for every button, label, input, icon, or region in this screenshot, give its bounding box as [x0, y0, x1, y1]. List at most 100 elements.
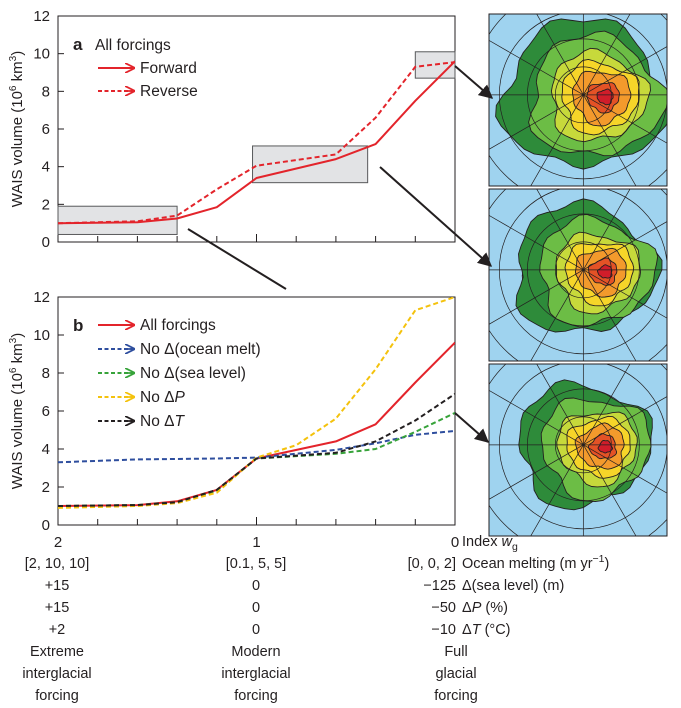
panel-a-y-tick-label: 8 — [42, 83, 50, 100]
panel-b-legend: All forcings No Δ(ocean melt) No Δ(sea lev… — [98, 317, 261, 430]
map-meridian — [583, 396, 667, 446]
map-meridian — [583, 444, 637, 536]
map-frame — [488, 363, 668, 537]
caption-extreme-line-2: interglacial — [22, 666, 91, 682]
map-meridian — [489, 444, 584, 500]
ocean-melting-value-extreme: [2, 10, 10] — [25, 556, 90, 572]
panel-a: 0 2 4 6 8 10 12 WAIS volume (106 km3) a All fo… — [8, 8, 456, 251]
map-meridian — [489, 214, 584, 271]
caption-modern-line-1: Modern — [231, 644, 280, 660]
panel-b-y-tick-label: 8 — [42, 365, 50, 382]
map-elevation-contour — [597, 440, 614, 454]
panel-b-y-tick-label: 2 — [42, 479, 50, 496]
panel-b-series-line-5 — [58, 393, 455, 507]
caption-extreme-line-3: forcing — [35, 688, 79, 704]
map-meridian — [530, 444, 584, 536]
antarctica-maps — [488, 13, 668, 537]
panel-b-legend-label: All forcings — [140, 317, 216, 334]
map-meridian — [536, 14, 584, 96]
panel-b-series — [58, 297, 455, 509]
panel-a-series — [58, 60, 455, 225]
caption-modern-line-3: forcing — [234, 688, 278, 704]
map-meridian — [536, 189, 584, 271]
dt-value-extreme: +2 — [49, 622, 66, 638]
sea-level-value-modern: 0 — [252, 578, 260, 594]
panel-b-y-tick-label: 10 — [33, 327, 50, 344]
panel-b-y-axis-label: WAIS volume (106 km3) — [8, 333, 26, 489]
map-meridian — [489, 389, 584, 446]
arrow-to-map-extreme — [454, 412, 490, 443]
panel-a-y-tick-label: 0 — [42, 234, 50, 251]
ocean-melting-value-glacial: [0, 0, 2] — [408, 556, 456, 572]
caption-glacial-line-3: forcing — [434, 688, 478, 704]
panel-b-legend-label: No Δ(sea level) — [140, 365, 246, 382]
panel-b-x-tick-label: 0 — [451, 534, 459, 551]
connector-line-panel-a-to-b — [187, 228, 287, 290]
map-meridian — [583, 221, 667, 271]
map-extreme-interglacial — [488, 363, 668, 537]
dp-value-glacial: −50 — [431, 600, 456, 616]
map-full-glacial — [488, 13, 668, 187]
panel-a-y-tick-label: 10 — [33, 46, 50, 63]
map-meridian — [536, 364, 584, 446]
map-meridian — [583, 269, 637, 361]
panel-a-y-tick-label: 2 — [42, 196, 50, 213]
panel-a-legend-title: All forcings — [95, 37, 171, 54]
row-label-index: Index wg — [462, 534, 518, 553]
panel-a-y-tick-label: 6 — [42, 121, 50, 138]
map-meridian — [530, 269, 584, 361]
map-meridian — [583, 46, 667, 96]
panel-b-y-tick-label: 12 — [33, 289, 50, 306]
map-modern — [488, 188, 668, 362]
caption-extreme-line-1: Extreme — [30, 644, 84, 660]
ocean-melting-value-modern: [0.1, 5, 5] — [226, 556, 286, 572]
panel-a-label: a — [73, 35, 83, 54]
map-frame — [488, 188, 668, 362]
panel-b-y-ticks: 0 2 4 6 8 10 12 — [33, 289, 64, 534]
x-conditions-table: [2, 10, 10] +15 +15 +2 Extreme interglac… — [22, 534, 609, 704]
panel-b-series-line-2 — [58, 429, 455, 464]
panel-a-legend-label: Forward — [140, 60, 197, 77]
map-meridian — [489, 94, 584, 150]
map-meridian — [583, 189, 631, 271]
panel-b-y-tick-label: 4 — [42, 441, 50, 458]
panel-b-x-tick-label: 1 — [252, 534, 260, 551]
map-frame — [488, 13, 668, 187]
panel-b-series-line-1 — [58, 341, 455, 507]
map-meridian — [583, 94, 637, 186]
map-meridian — [583, 14, 631, 96]
map-meridian — [583, 444, 667, 494]
row-label-sea-level: Δ(sea level) (m) — [462, 578, 564, 594]
dp-value-extreme: +15 — [45, 600, 70, 616]
arrow-to-map-full-glacial — [454, 65, 494, 99]
map-meridian — [583, 94, 667, 144]
map-meridian — [489, 39, 584, 96]
panel-a-y-tick-label: 12 — [33, 8, 50, 25]
panel-a-legend: Forward Reverse — [98, 60, 198, 100]
panel-a-y-tick-label: 4 — [42, 159, 50, 176]
panel-a-y-ticks: 0 2 4 6 8 10 12 — [33, 8, 64, 251]
panel-a-x-ticks — [97, 234, 416, 242]
map-meridian — [583, 269, 667, 319]
panel-a-y-axis-label: WAIS volume (106 km3) — [8, 51, 26, 207]
panel-b-label: b — [73, 316, 83, 335]
panel-b-y-tick-label: 6 — [42, 403, 50, 420]
sea-level-value-extreme: +15 — [45, 578, 70, 594]
row-label-dp: ΔP (%) — [462, 600, 508, 616]
panel-b-frame — [57, 296, 456, 526]
caption-glacial-line-2: glacial — [435, 666, 476, 682]
panel-b-legend-label: No ΔP — [140, 389, 185, 406]
panel-a-series-line-2 — [58, 61, 455, 225]
arrow-to-map-modern — [379, 166, 493, 267]
dt-value-glacial: −10 — [431, 622, 456, 638]
panel-b-legend-label: No ΔT — [140, 413, 185, 430]
panel-b-x-ticks: 2 1 0 — [54, 517, 459, 551]
map-elevation-contour — [596, 264, 613, 279]
sea-level-value-glacial: −125 — [423, 578, 456, 594]
caption-glacial-line-1: Full — [444, 644, 467, 660]
row-label-ocean-melting: Ocean melting (m yr−1) — [462, 553, 609, 572]
panel-b-x-tick-label: 2 — [54, 534, 62, 551]
dp-value-modern: 0 — [252, 600, 260, 616]
caption-modern-line-2: interglacial — [221, 666, 290, 682]
